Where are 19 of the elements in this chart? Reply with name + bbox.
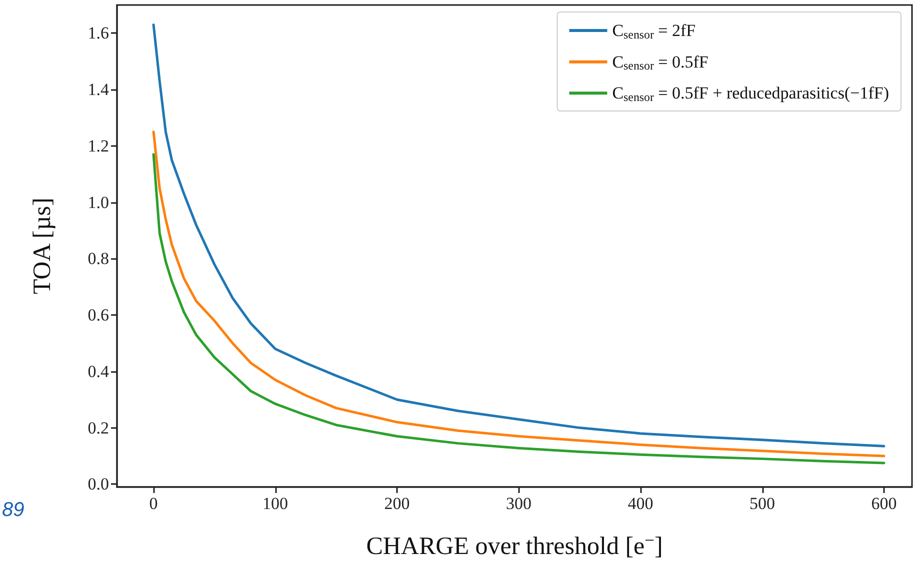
text: 89 — [2, 499, 24, 521]
y-tick-label: 0.6 — [88, 306, 109, 325]
y-tick-label: 1.4 — [88, 80, 110, 100]
x-tick-label: 100 — [262, 494, 288, 513]
y-tick-label: 1.2 — [88, 136, 109, 156]
y-tick-label: 0.8 — [88, 249, 109, 268]
y-axis-title: TOA [µs] — [29, 198, 56, 294]
y-tick-label: 0.4 — [88, 362, 110, 381]
x-tick-label: 400 — [628, 494, 654, 513]
x-axis-title: CHARGE over threshold [e−] — [366, 530, 663, 560]
x-tick-label: 200 — [384, 494, 410, 513]
y-tick-label: 1.6 — [88, 24, 109, 43]
x-tick-label: 500 — [750, 494, 776, 513]
y-tick-label: 0.2 — [88, 418, 109, 438]
x-tick-label: 600 — [871, 494, 897, 513]
x-tick-label: 0 — [149, 494, 158, 513]
x-tick-label: 300 — [506, 494, 532, 513]
y-tick-label: 1.0 — [88, 192, 109, 212]
y-tick-label: 0.0 — [88, 474, 109, 494]
